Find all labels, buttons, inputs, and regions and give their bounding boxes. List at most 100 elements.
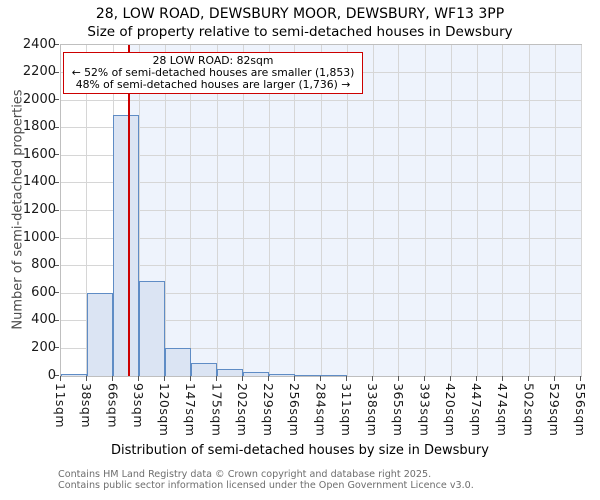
histogram-bar	[217, 369, 244, 376]
x-tick-label: 447sqm	[469, 383, 484, 437]
x-tick-label: 38sqm	[78, 383, 94, 429]
y-tick-mark	[54, 44, 59, 45]
y-tick-mark	[54, 209, 59, 211]
histogram-bar	[294, 374, 322, 376]
x-tick-mark	[293, 376, 295, 381]
histogram-bar	[139, 280, 165, 376]
x-tick-label: 202sqm	[235, 383, 251, 437]
x-tick-mark	[320, 376, 322, 381]
x-tick-label: 474sqm	[494, 383, 510, 437]
x-tick-mark	[528, 376, 530, 381]
x-tick-label: 502sqm	[521, 383, 537, 437]
x-gridline	[580, 45, 582, 376]
histogram-bar	[61, 374, 87, 376]
histogram-bar	[86, 293, 114, 376]
y-tick-mark	[54, 347, 59, 349]
footer-line-open-government: Contains public sector information licen…	[58, 479, 474, 491]
x-tick-mark	[189, 376, 191, 381]
property-size-marker-line	[127, 45, 130, 376]
y-tick-label: 1400	[22, 174, 56, 190]
x-tick-label: 120sqm	[157, 383, 172, 437]
y-tick-label: 0	[47, 367, 56, 383]
y-gridline	[61, 292, 581, 294]
x-tick-label: 529sqm	[547, 383, 563, 437]
histogram-bar	[321, 374, 348, 376]
y-tick-mark	[54, 264, 59, 266]
x-tick-mark	[164, 376, 165, 381]
y-gridline	[61, 320, 581, 322]
y-tick-label: 1200	[22, 202, 56, 217]
y-tick-mark	[54, 71, 59, 73]
y-tick-mark	[54, 126, 59, 128]
x-tick-label: 93sqm	[131, 383, 147, 429]
y-axis-title: Number of semi-detached properties	[10, 89, 26, 330]
x-tick-label: 365sqm	[390, 383, 406, 437]
y-tick-label: 2200	[22, 64, 56, 80]
x-tick-mark	[346, 376, 348, 381]
x-tick-label: 147sqm	[182, 383, 198, 437]
x-tick-mark	[450, 376, 452, 381]
x-tick-mark	[580, 376, 581, 381]
y-tick-mark	[54, 319, 59, 321]
y-tick-label: 1600	[22, 146, 56, 162]
y-gridline	[61, 99, 581, 101]
histogram-bar	[165, 347, 191, 376]
x-tick-label: 229sqm	[261, 383, 276, 437]
x-tick-mark	[476, 376, 477, 381]
histogram-bar	[190, 362, 218, 376]
annotation-smaller-stat: ← 52% of semi-detached houses are smalle…	[71, 66, 355, 80]
y-gridline	[61, 127, 581, 129]
histogram-bar	[269, 374, 295, 376]
x-axis-title: Distribution of semi-detached houses by …	[111, 443, 489, 458]
annotation-property-size: 28 LOW ROAD: 82sqm	[152, 54, 274, 67]
annotation-larger-stat: 48% of semi-detached houses are larger (…	[75, 78, 351, 92]
x-tick-mark	[216, 376, 218, 381]
y-tick-mark	[54, 375, 59, 376]
y-tick-label: 400	[31, 312, 56, 328]
histogram-bar	[243, 372, 269, 376]
histogram-bar	[113, 115, 140, 376]
y-gridline	[61, 182, 581, 184]
x-tick-mark	[85, 376, 87, 381]
x-tick-mark	[554, 376, 556, 381]
y-tick-label: 600	[31, 284, 56, 300]
x-tick-label: 256sqm	[286, 383, 302, 437]
x-tick-label: 11sqm	[53, 383, 68, 429]
annotation-callout: 28 LOW ROAD: 82sqm ← 52% of semi-detache…	[63, 52, 363, 95]
license-footer: Contains HM Land Registry data © Crown c…	[58, 469, 474, 491]
y-tick-label: 2400	[22, 36, 56, 52]
y-gridline	[61, 347, 581, 349]
y-tick-mark	[54, 181, 59, 183]
x-tick-label: 284sqm	[313, 383, 329, 437]
y-tick-mark	[54, 237, 59, 239]
x-tick-mark	[268, 376, 269, 381]
chart-title: 28, LOW ROAD, DEWSBURY MOOR, DEWSBURY, W…	[95, 6, 505, 22]
x-tick-mark	[138, 376, 140, 381]
x-tick-label: 175sqm	[209, 383, 225, 437]
y-tick-label: 2000	[22, 91, 56, 107]
y-tick-mark	[54, 99, 59, 101]
y-tick-label: 200	[31, 339, 56, 355]
x-tick-mark	[242, 376, 244, 381]
x-tick-mark	[112, 376, 114, 381]
y-gridline	[61, 154, 581, 156]
y-tick-label: 800	[31, 257, 56, 273]
y-tick-label: 1000	[22, 229, 56, 245]
chart-subtitle: Size of property relative to semi-detach…	[87, 24, 513, 40]
x-tick-label: 393sqm	[417, 383, 433, 437]
x-tick-mark	[372, 376, 373, 381]
y-tick-label: 1800	[22, 119, 56, 135]
x-tick-label: 420sqm	[443, 383, 459, 437]
x-tick-mark	[397, 376, 399, 381]
y-gridline	[61, 265, 581, 267]
y-tick-mark	[54, 154, 59, 156]
y-tick-mark	[54, 292, 59, 294]
y-gridline	[61, 237, 581, 239]
x-tick-mark	[501, 376, 503, 381]
y-gridline	[61, 210, 581, 211]
x-tick-mark	[424, 376, 426, 381]
x-tick-label: 556sqm	[573, 383, 588, 437]
plot-area: 28 LOW ROAD: 82sqm ← 52% of semi-detache…	[60, 44, 582, 377]
x-tick-label: 311sqm	[339, 383, 355, 437]
